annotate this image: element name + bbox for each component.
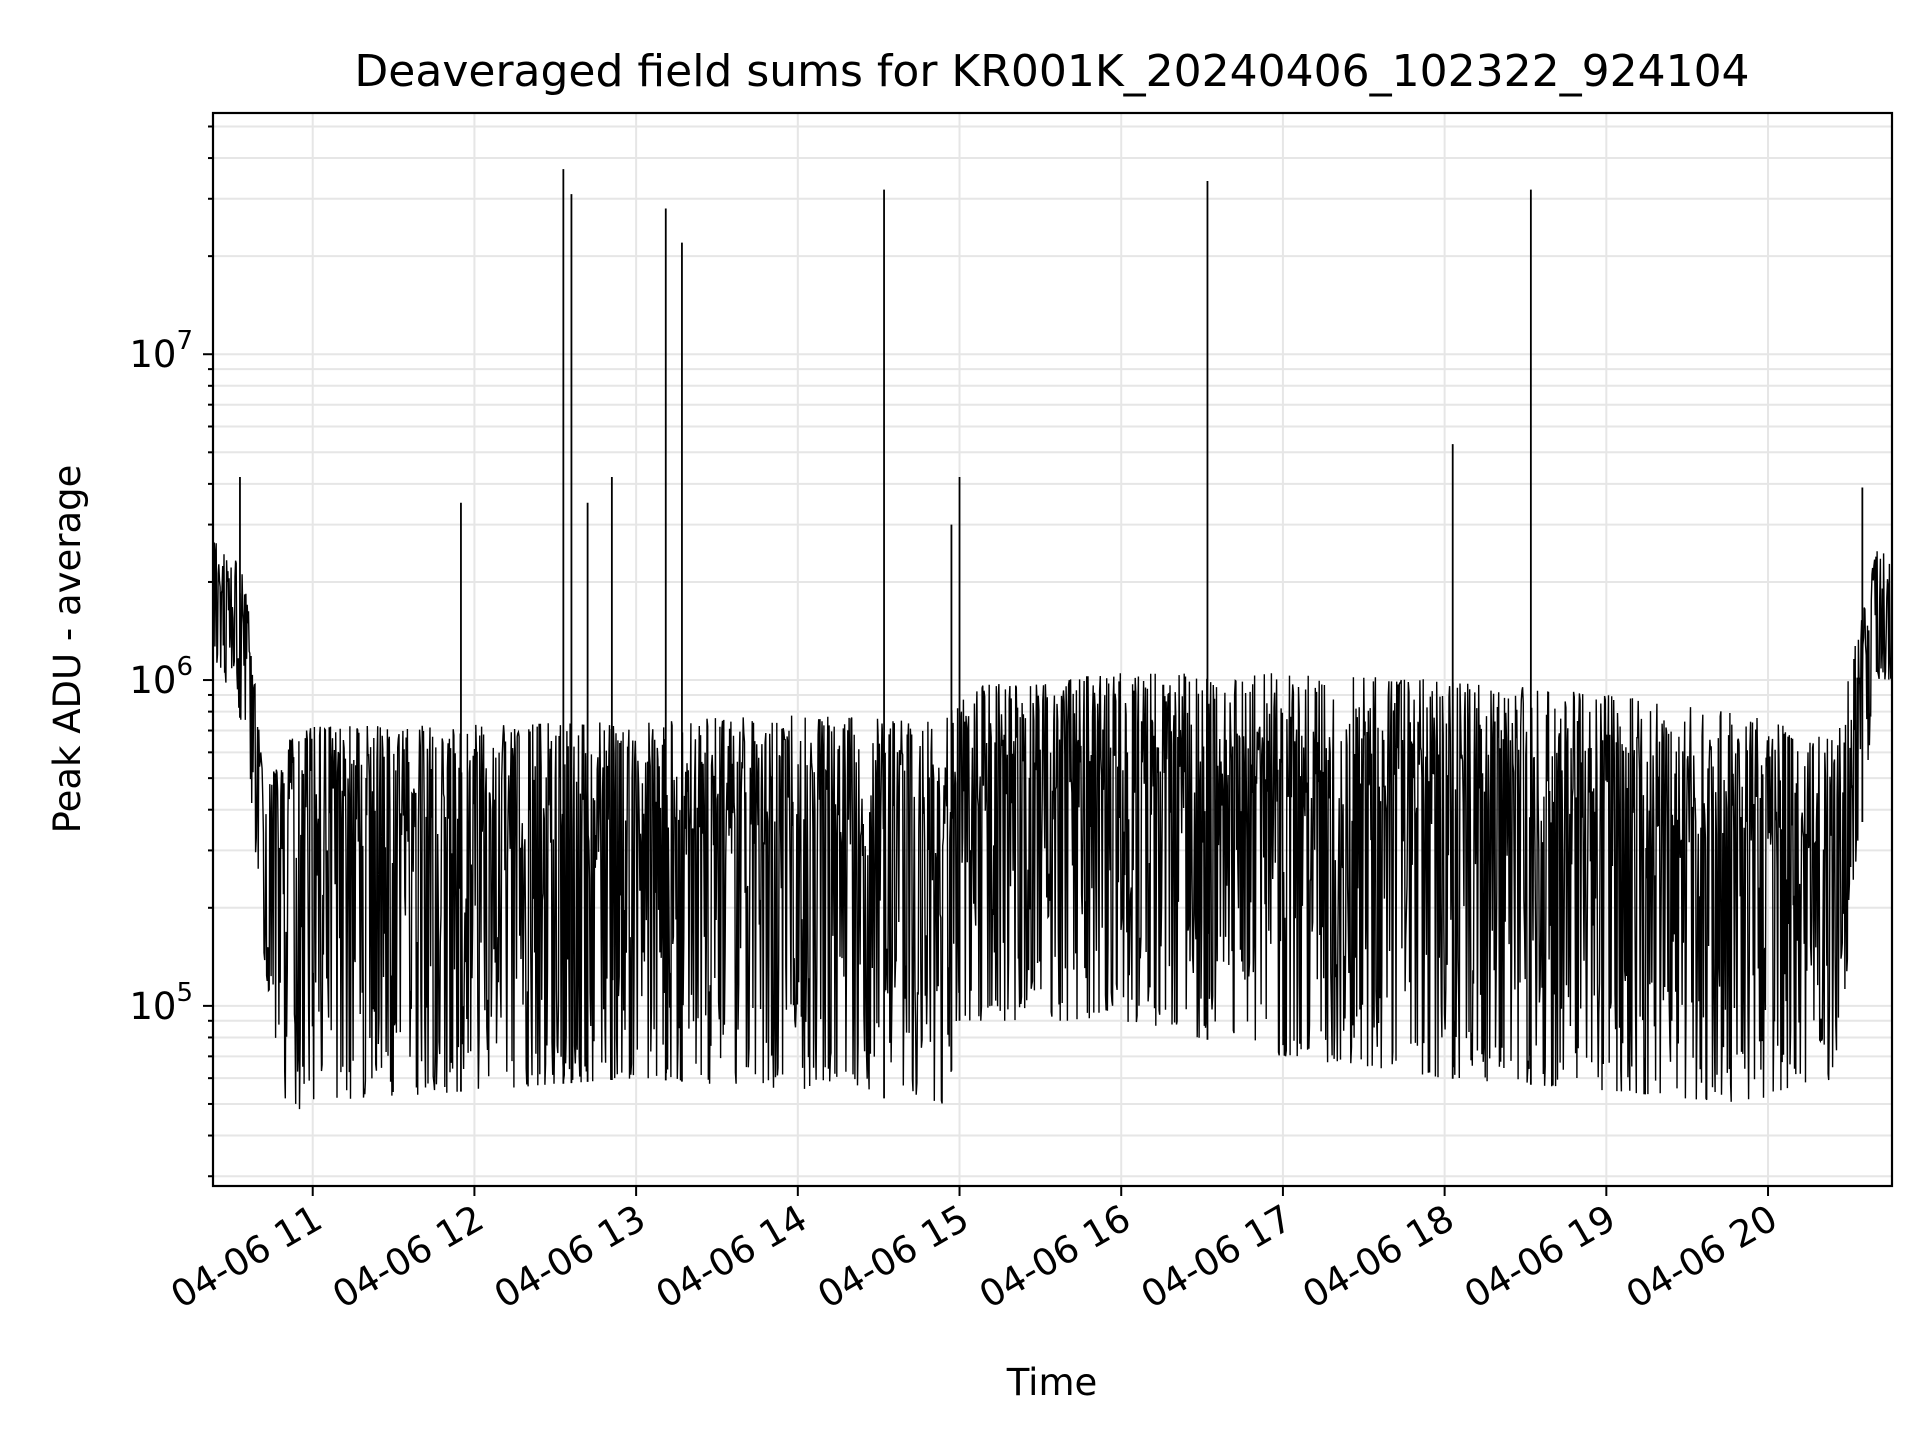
y-tick-label: 106: [129, 652, 193, 702]
y-tick-label: 107: [129, 326, 193, 376]
chart-title: Deaveraged field sums for KR001K_2024040…: [354, 46, 1749, 97]
plot-frame: [211, 111, 1894, 1188]
y-axis-label: Peak ADU - average: [46, 465, 89, 834]
y-tick-label: 105: [129, 978, 193, 1028]
plot-area: [212, 169, 1893, 1110]
x-axis-label: Time: [1006, 1361, 1098, 1404]
series-line: [212, 542, 1893, 1110]
